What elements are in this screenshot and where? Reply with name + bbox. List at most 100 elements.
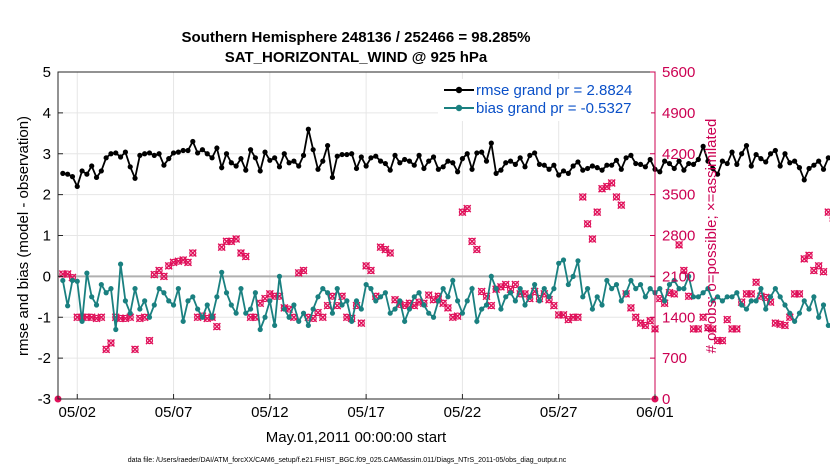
- obs-possible-marker: [646, 317, 654, 325]
- rmse-point: [353, 165, 360, 172]
- rmse-point: [430, 154, 437, 160]
- bias-point: [257, 326, 263, 333]
- rmse-point: [60, 170, 66, 176]
- bias-point: [329, 310, 336, 316]
- rmse-point: [358, 154, 364, 160]
- bias-point: [190, 294, 196, 300]
- bias-point: [382, 290, 388, 296]
- bias-point: [65, 303, 71, 309]
- obs-assimilated-marker: [593, 208, 602, 217]
- rmse-point: [517, 155, 523, 161]
- rmse-point: [633, 160, 639, 167]
- bias-point: [219, 269, 225, 275]
- bias-point: [613, 281, 620, 288]
- rmse-point: [310, 147, 316, 153]
- rmse-point: [204, 151, 210, 157]
- obs-possible-marker: [603, 182, 611, 191]
- rmse-point: [777, 163, 783, 169]
- obs-possible-marker: [555, 311, 563, 319]
- rmse-point: [498, 167, 504, 173]
- obs-assimilated-marker: [106, 338, 115, 347]
- obs-possible-marker: [319, 313, 327, 321]
- obs-possible-marker: [160, 272, 168, 280]
- bias-point: [397, 298, 403, 304]
- bias-point: [820, 302, 827, 308]
- rmse-point: [503, 160, 509, 166]
- bias-point: [662, 298, 668, 304]
- bias-point: [421, 302, 427, 308]
- obs-possible-marker: [559, 311, 568, 319]
- obs-assimilated-marker: [131, 345, 140, 354]
- y-tick-label-left: 0: [43, 268, 51, 285]
- rmse-point: [560, 168, 567, 174]
- obs-assimilated-marker: [723, 315, 732, 324]
- bias-point: [719, 298, 726, 304]
- bias-point: [170, 302, 177, 308]
- bias-point: [565, 281, 571, 288]
- bias-point: [339, 302, 345, 308]
- obs-assimilated-marker: [588, 235, 597, 243]
- bias-point: [199, 314, 206, 320]
- obs-assimilated-marker: [670, 289, 679, 298]
- obs-possible-marker: [468, 237, 476, 245]
- rmse-point: [142, 151, 148, 157]
- bias-point: [325, 290, 331, 296]
- bias-point: [503, 294, 509, 300]
- bias-point: [117, 261, 124, 267]
- bias-point: [209, 314, 215, 320]
- rmse-point: [98, 168, 104, 174]
- obs-possible-marker: [458, 208, 467, 216]
- obs-possible-marker: [805, 251, 813, 259]
- bias-point: [84, 270, 90, 276]
- bias-point: [89, 294, 95, 300]
- bias-series: [60, 257, 830, 333]
- rmse-point: [666, 160, 673, 167]
- rmse-point: [402, 156, 408, 163]
- obs-assimilated-marker: [694, 324, 703, 333]
- bias-point: [459, 310, 466, 316]
- obs-assimilated-marker: [463, 204, 472, 213]
- rmse-point: [344, 151, 350, 158]
- rmse-point: [541, 162, 547, 168]
- x-tick-label: 05/02: [58, 404, 96, 421]
- rmse-point: [609, 162, 615, 168]
- bias-point: [782, 302, 788, 308]
- rmse-point: [166, 156, 172, 162]
- bias-point: [657, 286, 663, 292]
- obs-possible-marker: [680, 266, 688, 275]
- obs-possible-marker: [386, 249, 394, 257]
- bias-point: [556, 260, 562, 266]
- rmse-point: [469, 166, 475, 172]
- rmse-point: [406, 158, 413, 164]
- obs-assimilated-marker: [578, 192, 587, 201]
- obs-assimilated-marker: [232, 235, 241, 243]
- obs-assimilated-marker: [612, 192, 621, 201]
- rmse-point: [758, 156, 764, 162]
- bias-point: [349, 318, 355, 324]
- rmse-point: [93, 174, 100, 181]
- bias-point: [310, 306, 316, 312]
- bias-point: [411, 294, 417, 300]
- y-tick-label-left: -3: [38, 391, 51, 408]
- obs-possible-marker: [728, 325, 736, 333]
- bias-point: [127, 310, 133, 316]
- obs-possible-marker: [213, 322, 221, 331]
- rmse-point: [435, 166, 441, 172]
- bias-point: [377, 294, 384, 300]
- obs-possible-marker: [482, 292, 491, 300]
- obs-possible-marker: [791, 290, 799, 298]
- rmse-point: [65, 171, 71, 177]
- obs-possible-marker: [815, 262, 823, 270]
- y-tick-label-right: 5600: [662, 64, 695, 81]
- rmse-point: [296, 163, 302, 169]
- rmse-point: [662, 158, 668, 164]
- rmse-point: [806, 165, 812, 172]
- rmse-point: [671, 165, 677, 172]
- rmse-point: [219, 165, 225, 171]
- bias-point: [825, 322, 830, 329]
- rmse-point: [763, 159, 769, 165]
- rmse-point: [589, 163, 596, 169]
- obs-possible-marker: [641, 321, 649, 330]
- bias-point: [180, 318, 186, 324]
- obs-possible-marker: [670, 290, 678, 298]
